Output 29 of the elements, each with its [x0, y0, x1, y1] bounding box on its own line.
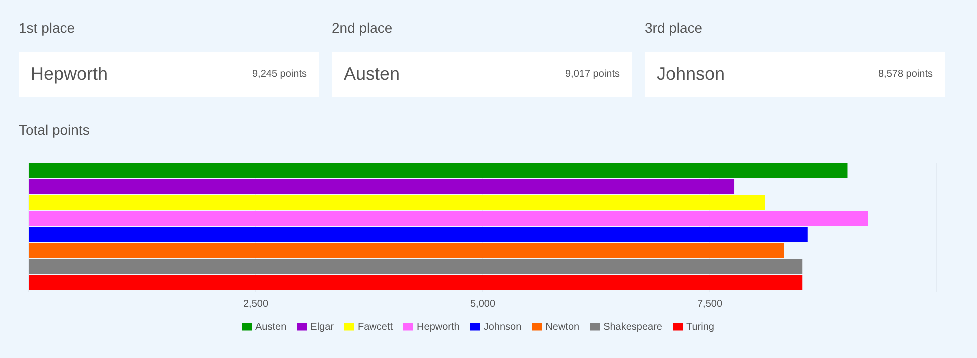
legend-label: Elgar [310, 322, 334, 333]
text: Hepworth [31, 64, 108, 85]
bar [29, 259, 803, 274]
bar [29, 243, 784, 258]
text: 9,017 points [566, 69, 620, 80]
text: Austen [344, 64, 400, 85]
bar [29, 227, 808, 242]
text: 2nd place [332, 20, 394, 38]
text: 8,578 points [878, 69, 933, 80]
legend-label: Johnson [484, 322, 522, 333]
x-tick-label: 5,000 [470, 299, 496, 310]
x-tick-label: 7,500 [697, 299, 723, 310]
text: 9,245 points [252, 69, 307, 80]
legend-label: Hepworth [417, 322, 460, 333]
bar [29, 211, 868, 226]
text: 3rd place [645, 20, 704, 38]
text: 1st place [19, 20, 76, 38]
bar [29, 179, 735, 194]
x-tick-label: 2,500 [243, 299, 269, 310]
legend-label: Fawcett [358, 322, 394, 333]
chart-title: Total points [19, 122, 90, 138]
legend-label: Newton [546, 322, 580, 333]
legend-label: Turing [686, 322, 714, 333]
legend-label: Shakespeare [604, 322, 662, 333]
legend-label: Austen [256, 322, 287, 333]
bar [29, 275, 803, 290]
bar [29, 163, 848, 178]
text: Johnson [657, 64, 726, 85]
bar [29, 195, 766, 210]
